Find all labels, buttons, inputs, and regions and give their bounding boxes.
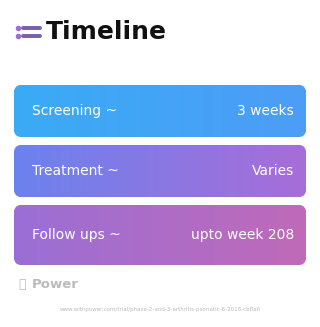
Text: Timeline: Timeline: [46, 20, 167, 44]
FancyBboxPatch shape: [14, 205, 306, 265]
Text: 3 weeks: 3 weeks: [237, 104, 294, 118]
FancyBboxPatch shape: [14, 145, 306, 197]
Text: www.withpower.com/trial/phase-2-and-3-arthritis-psoriatic-6-2018-cb8a6: www.withpower.com/trial/phase-2-and-3-ar…: [60, 306, 260, 312]
Text: Follow ups ~: Follow ups ~: [32, 228, 121, 242]
Text: ⛶: ⛶: [18, 279, 26, 291]
Text: Treatment ~: Treatment ~: [32, 164, 119, 178]
Text: upto week 208: upto week 208: [191, 228, 294, 242]
Text: Screening ~: Screening ~: [32, 104, 117, 118]
Text: Varies: Varies: [252, 164, 294, 178]
FancyBboxPatch shape: [14, 85, 306, 137]
Text: Power: Power: [32, 279, 79, 291]
